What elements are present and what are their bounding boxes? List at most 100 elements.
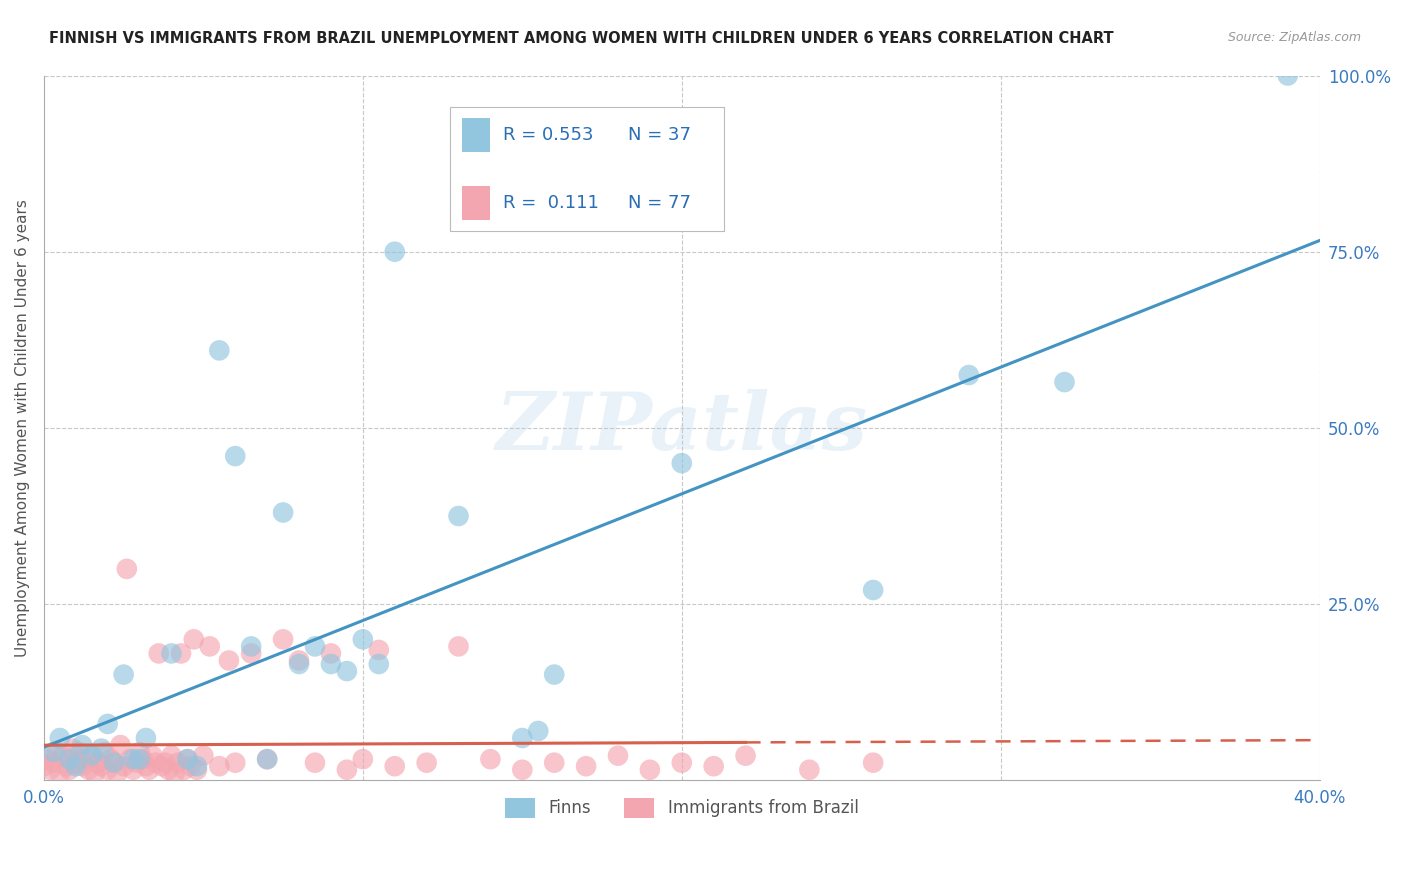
Point — [240, 647, 263, 661]
Point — [198, 640, 221, 654]
Point — [112, 667, 135, 681]
Point — [80, 748, 103, 763]
FancyBboxPatch shape — [463, 186, 491, 220]
Point — [510, 731, 533, 745]
Point — [90, 759, 112, 773]
Point — [186, 763, 208, 777]
Point — [527, 723, 550, 738]
Point — [160, 647, 183, 661]
Point — [479, 752, 502, 766]
Legend: Finns, Immigrants from Brazil: Finns, Immigrants from Brazil — [498, 791, 865, 825]
Text: R = 0.553: R = 0.553 — [503, 126, 593, 144]
Point — [103, 756, 125, 770]
Point — [125, 756, 148, 770]
Point — [118, 752, 141, 766]
Point — [208, 759, 231, 773]
Point — [256, 752, 278, 766]
Point — [862, 582, 884, 597]
FancyBboxPatch shape — [463, 118, 491, 152]
Point — [352, 632, 374, 647]
Point — [304, 756, 326, 770]
Point — [336, 664, 359, 678]
Point — [35, 752, 58, 766]
Point — [32, 759, 55, 773]
Text: N = 77: N = 77 — [628, 194, 692, 212]
FancyBboxPatch shape — [450, 107, 724, 230]
Point — [55, 759, 77, 773]
Point — [367, 657, 389, 671]
Point — [42, 756, 65, 770]
Point — [105, 766, 128, 780]
Point — [135, 731, 157, 745]
Text: ZIPatlas: ZIPatlas — [496, 389, 868, 467]
Point — [75, 752, 97, 766]
Point — [84, 766, 107, 780]
Point — [638, 763, 661, 777]
Point — [957, 368, 980, 382]
Point — [49, 766, 72, 780]
Point — [193, 748, 215, 763]
Point — [122, 752, 145, 766]
Point — [49, 731, 72, 745]
Point — [173, 763, 195, 777]
Point — [157, 763, 180, 777]
Text: N = 37: N = 37 — [628, 126, 692, 144]
Point — [67, 745, 90, 759]
Point — [271, 632, 294, 647]
Point — [607, 748, 630, 763]
Point — [352, 752, 374, 766]
Point — [862, 756, 884, 770]
Point — [163, 766, 186, 780]
Point — [70, 738, 93, 752]
Point — [135, 759, 157, 773]
Point — [148, 647, 170, 661]
Point — [447, 508, 470, 523]
Point — [115, 562, 138, 576]
Point — [304, 640, 326, 654]
Point — [319, 657, 342, 671]
Point — [110, 738, 132, 752]
Point — [141, 748, 163, 763]
Text: Source: ZipAtlas.com: Source: ZipAtlas.com — [1227, 31, 1361, 45]
Point — [70, 759, 93, 773]
Text: R =  0.111: R = 0.111 — [503, 194, 599, 212]
Point — [58, 752, 80, 766]
Point — [65, 756, 87, 770]
Point — [218, 653, 240, 667]
Point — [543, 667, 565, 681]
Point — [97, 717, 120, 731]
Point — [62, 741, 84, 756]
Point — [799, 763, 821, 777]
Point — [447, 640, 470, 654]
Point — [224, 756, 246, 770]
Point — [52, 748, 75, 763]
Point — [186, 759, 208, 773]
Point — [734, 748, 756, 763]
Point — [256, 752, 278, 766]
Point — [138, 763, 160, 777]
Point — [103, 756, 125, 770]
Text: FINNISH VS IMMIGRANTS FROM BRAZIL UNEMPLOYMENT AMONG WOMEN WITH CHILDREN UNDER 6: FINNISH VS IMMIGRANTS FROM BRAZIL UNEMPL… — [49, 31, 1114, 46]
Point — [183, 632, 205, 647]
Point — [132, 752, 155, 766]
Point — [80, 748, 103, 763]
Point — [170, 647, 193, 661]
Point — [112, 759, 135, 773]
Point — [122, 763, 145, 777]
Point — [97, 763, 120, 777]
Point — [42, 745, 65, 759]
Point — [145, 756, 167, 770]
Point — [128, 745, 150, 759]
Point — [336, 763, 359, 777]
Point — [93, 745, 115, 759]
Point — [271, 506, 294, 520]
Point — [77, 763, 100, 777]
Point — [45, 745, 67, 759]
Point — [1277, 69, 1299, 83]
Y-axis label: Unemployment Among Women with Children Under 6 years: Unemployment Among Women with Children U… — [15, 199, 30, 657]
Point — [90, 741, 112, 756]
Point — [128, 752, 150, 766]
Point — [87, 756, 110, 770]
Point — [58, 763, 80, 777]
Point — [384, 759, 406, 773]
